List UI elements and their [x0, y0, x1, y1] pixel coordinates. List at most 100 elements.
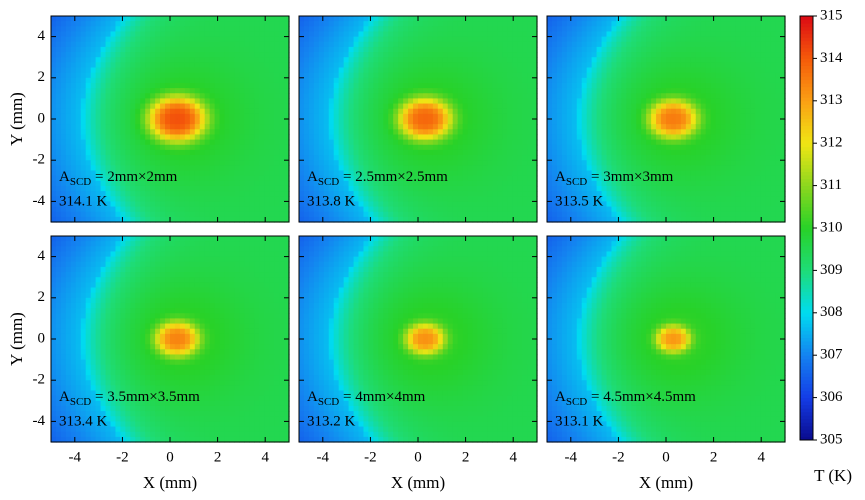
- heat-cell: [160, 57, 166, 63]
- heat-cell: [249, 185, 255, 192]
- heat-cell: [601, 21, 608, 27]
- heat-cell: [418, 211, 424, 218]
- heat-cell: [303, 185, 310, 192]
- heat-cell: [413, 170, 419, 177]
- heat-cell: [393, 124, 399, 130]
- heat-cell: [566, 113, 573, 120]
- heat-cell: [551, 88, 558, 94]
- heat-cell: [512, 196, 518, 202]
- heat-cell: [422, 82, 429, 89]
- heat-cell: [105, 129, 112, 136]
- heat-cell: [338, 98, 345, 105]
- heat-cell: [621, 134, 627, 141]
- heat-cell: [170, 52, 176, 58]
- heat-cell: [576, 155, 583, 161]
- heat-cell: [408, 211, 414, 218]
- heat-cell: [601, 129, 608, 136]
- heat-cell: [239, 93, 245, 99]
- heat-cell: [343, 67, 350, 74]
- heat-cell: [115, 124, 122, 130]
- heat-cell: [90, 77, 97, 84]
- heat-cell: [55, 41, 62, 48]
- heat-cell: [274, 119, 280, 125]
- heat-cell: [427, 67, 434, 74]
- heat-cell: [348, 155, 355, 161]
- heat-cell: [55, 185, 62, 192]
- heat-cell: [571, 216, 578, 223]
- heat-cell: [383, 108, 389, 115]
- heat-cell: [333, 206, 340, 213]
- heat-cell: [348, 98, 355, 105]
- heat-cell: [244, 180, 250, 187]
- heat-cell: [452, 88, 459, 94]
- heat-cell: [601, 52, 608, 58]
- heat-cell: [244, 144, 250, 151]
- heat-cell: [675, 191, 682, 197]
- heat-cell: [651, 144, 657, 151]
- heat-cell: [646, 134, 652, 141]
- heat-cell: [244, 41, 250, 48]
- heat-cell: [408, 170, 414, 177]
- heat-cell: [393, 16, 399, 22]
- heat-cell: [51, 201, 57, 208]
- heat-cell: [522, 185, 528, 192]
- heat-cell: [626, 211, 632, 218]
- heat-cell: [189, 52, 196, 58]
- heat-cell: [591, 160, 598, 166]
- heat-cell: [626, 196, 632, 202]
- heat-cell: [80, 191, 87, 197]
- heat-cell: [145, 103, 151, 110]
- heat-cell: [527, 16, 533, 22]
- heat-cell: [492, 82, 498, 89]
- heat-cell: [576, 36, 583, 43]
- heat-cell: [328, 41, 335, 48]
- heat-cell: [616, 175, 622, 182]
- heat-cell: [472, 108, 479, 115]
- heat-cell: [581, 21, 588, 27]
- heat-cell: [234, 98, 241, 105]
- heat-cell: [656, 67, 662, 74]
- heat-cell: [492, 139, 498, 146]
- heat-cell: [254, 26, 260, 33]
- heat-cell: [418, 31, 424, 38]
- heat-cell: [130, 211, 136, 218]
- heat-cell: [224, 196, 231, 202]
- heat-cell: [85, 67, 92, 74]
- heat-cell: [209, 165, 216, 172]
- heat-cell: [318, 180, 325, 187]
- heat-cell: [527, 191, 533, 197]
- heat-cell: [358, 41, 365, 48]
- heat-cell: [418, 36, 424, 43]
- heat-cell: [259, 21, 265, 27]
- heat-cell: [487, 88, 493, 94]
- heat-cell: [174, 57, 181, 63]
- heat-cell: [492, 129, 498, 136]
- heat-cell: [353, 134, 360, 141]
- heat-cell: [318, 165, 325, 172]
- heat-cell: [383, 113, 389, 120]
- heat-cell: [264, 185, 270, 192]
- heat-cell: [675, 201, 682, 208]
- heat-cell: [318, 175, 325, 182]
- heat-cell: [661, 206, 667, 213]
- heat-cell: [170, 124, 176, 130]
- heat-cell: [100, 62, 107, 69]
- heat-cell: [636, 77, 642, 84]
- heat-cell: [661, 21, 667, 27]
- heat-cell: [581, 155, 588, 161]
- heat-cell: [214, 134, 221, 141]
- heat-cell: [284, 191, 290, 197]
- heat-cell: [517, 216, 523, 223]
- heat-cell: [437, 72, 444, 79]
- heat-cell: [189, 196, 196, 202]
- heat-cell: [234, 144, 241, 151]
- heat-cell: [517, 41, 523, 48]
- heat-cell: [65, 82, 72, 89]
- heat-cell: [229, 134, 236, 141]
- heat-cell: [408, 139, 414, 146]
- heat-cell: [130, 67, 136, 74]
- heat-cell: [522, 160, 528, 166]
- heat-cell: [418, 16, 424, 22]
- heat-cell: [418, 206, 424, 213]
- heat-cell: [467, 155, 474, 161]
